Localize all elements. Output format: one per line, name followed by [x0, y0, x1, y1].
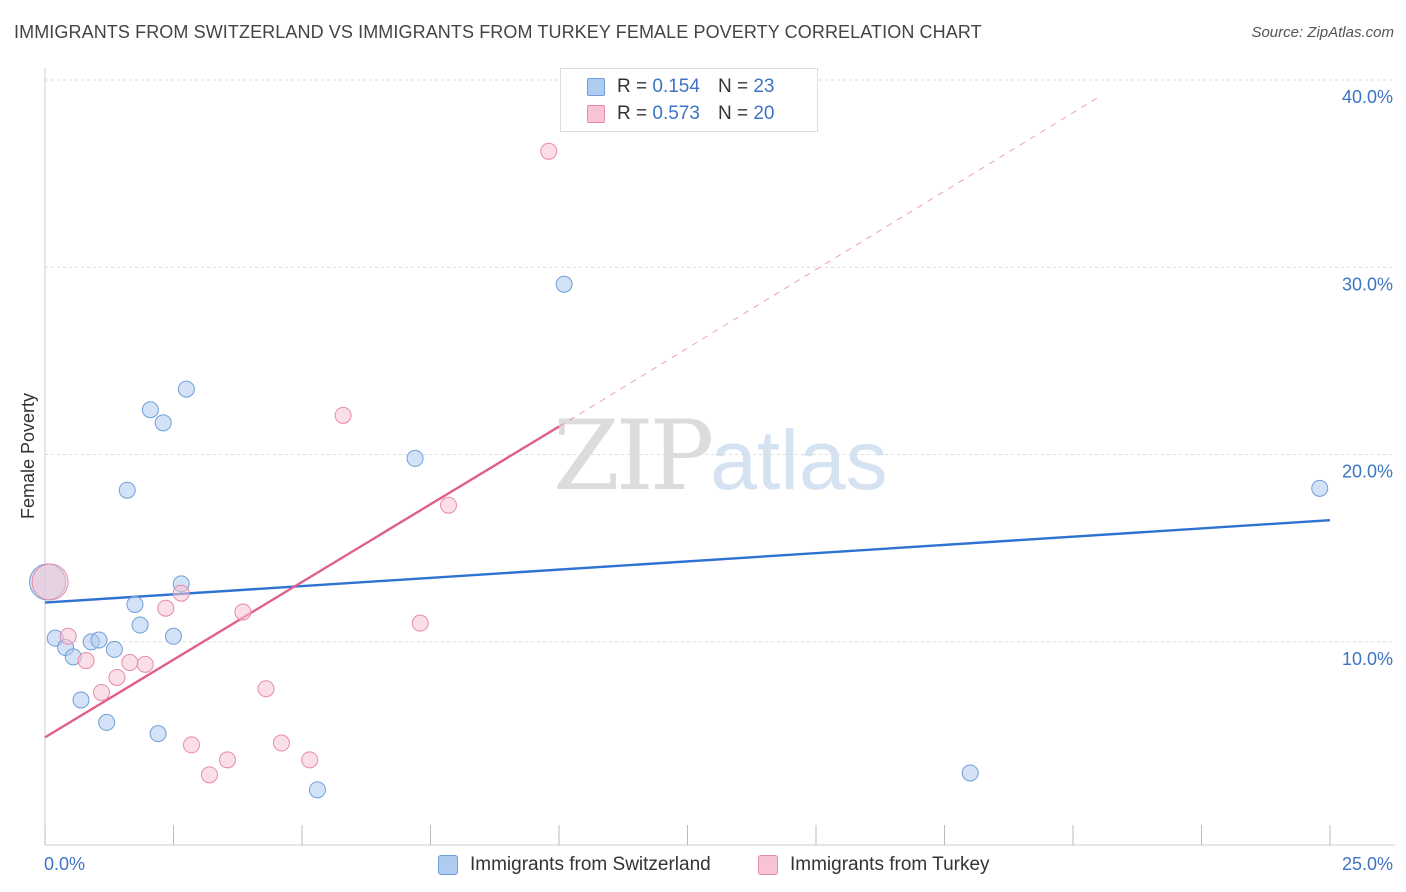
bottom-legend-turkey: Immigrants from Turkey — [758, 852, 990, 878]
data-point-s2-11 — [218, 751, 236, 769]
watermark-zip: ZIP — [553, 400, 714, 512]
data-point-s2-19 — [540, 142, 558, 160]
r-label: R = — [617, 76, 648, 97]
data-point-s2-10 — [200, 766, 218, 784]
data-point-s2-0 — [31, 563, 69, 601]
data-point-s2-6 — [136, 655, 154, 673]
watermark-atlas: atlas — [710, 413, 888, 507]
data-point-s2-8 — [172, 584, 190, 602]
data-point-s1-14 — [154, 414, 172, 432]
data-point-s1-10 — [126, 595, 144, 613]
data-point-s2-7 — [157, 599, 175, 617]
data-point-s1-18 — [308, 781, 326, 799]
data-point-s2-15 — [301, 751, 319, 769]
data-point-s1-8 — [105, 640, 123, 658]
trend-line-2 — [44, 425, 560, 739]
axes — [44, 68, 1395, 846]
data-point-s1-15 — [165, 627, 182, 645]
data-point-s2-1 — [59, 627, 77, 645]
y-tick-label: 40.0% — [1342, 87, 1393, 107]
data-points — [29, 142, 1329, 799]
data-point-s2-9 — [182, 736, 200, 754]
y-axis-label: Female Poverty — [18, 393, 38, 519]
data-point-s1-22 — [1311, 479, 1329, 497]
switzerland-legend-label: Immigrants from Switzerland — [470, 854, 711, 875]
data-point-s1-4 — [72, 691, 90, 709]
data-point-s2-2 — [77, 652, 95, 670]
data-point-s2-13 — [257, 680, 275, 698]
trend-lines — [44, 96, 1331, 739]
data-point-s2-17 — [411, 614, 429, 632]
r-label: R = — [617, 103, 648, 124]
n-value: 23 — [753, 76, 775, 97]
x-tick-label-start: 0.0% — [44, 854, 85, 874]
correlation-legend: R = 0.154 N = 23 R = 0.573 N = 20 — [560, 68, 818, 132]
bottom-legend-switzerland: Immigrants from Switzerland — [438, 852, 711, 878]
data-point-s2-3 — [93, 683, 111, 701]
data-point-s1-11 — [131, 616, 149, 634]
trend-line-extension-2 — [558, 96, 1099, 427]
source-label: Source: ZipAtlas.com — [1251, 24, 1394, 41]
legend-row-switzerland: R = 0.154 N = 23 — [587, 74, 774, 100]
watermark: ZIPatlas — [553, 400, 888, 512]
data-point-s2-18 — [439, 496, 457, 514]
data-point-s1-17 — [177, 380, 195, 398]
n-value: 20 — [753, 103, 775, 124]
x-tick-label-end: 25.0% — [1342, 854, 1393, 874]
turkey-swatch — [587, 105, 605, 123]
data-point-s1-19 — [406, 449, 424, 467]
gridlines — [45, 79, 1395, 643]
data-point-s1-21 — [961, 764, 979, 782]
data-point-s2-4 — [108, 668, 126, 686]
switzerland-swatch — [438, 855, 458, 875]
legend-row-turkey: R = 0.573 N = 20 — [587, 101, 774, 127]
data-point-s1-7 — [98, 713, 116, 731]
data-point-s2-16 — [334, 406, 352, 424]
r-value: 0.154 — [652, 76, 700, 97]
y-tick-label: 20.0% — [1342, 462, 1393, 482]
turkey-legend-label: Immigrants from Turkey — [790, 854, 990, 875]
data-point-s1-6 — [90, 631, 108, 649]
n-label: N = — [717, 76, 749, 97]
trend-line-1 — [44, 518, 1331, 604]
r-value: 0.573 — [652, 103, 700, 124]
data-point-s1-12 — [141, 401, 159, 419]
switzerland-swatch — [587, 78, 605, 96]
data-point-s1-9 — [118, 481, 136, 499]
data-point-s2-12 — [234, 603, 252, 621]
data-point-s1-13 — [149, 725, 167, 743]
turkey-swatch — [758, 855, 778, 875]
y-tick-label: 30.0% — [1342, 274, 1393, 294]
chart-title: IMMIGRANTS FROM SWITZERLAND VS IMMIGRANT… — [14, 22, 982, 42]
n-label: N = — [717, 103, 749, 124]
data-point-s2-14 — [272, 734, 290, 752]
data-point-s1-20 — [555, 275, 573, 293]
axis-labels: Female Poverty 10.0% 20.0% 30.0% 40.0% 0.0% 25… — [18, 87, 1393, 874]
y-tick-label: 10.0% — [1342, 649, 1393, 669]
data-point-s2-5 — [121, 653, 139, 671]
